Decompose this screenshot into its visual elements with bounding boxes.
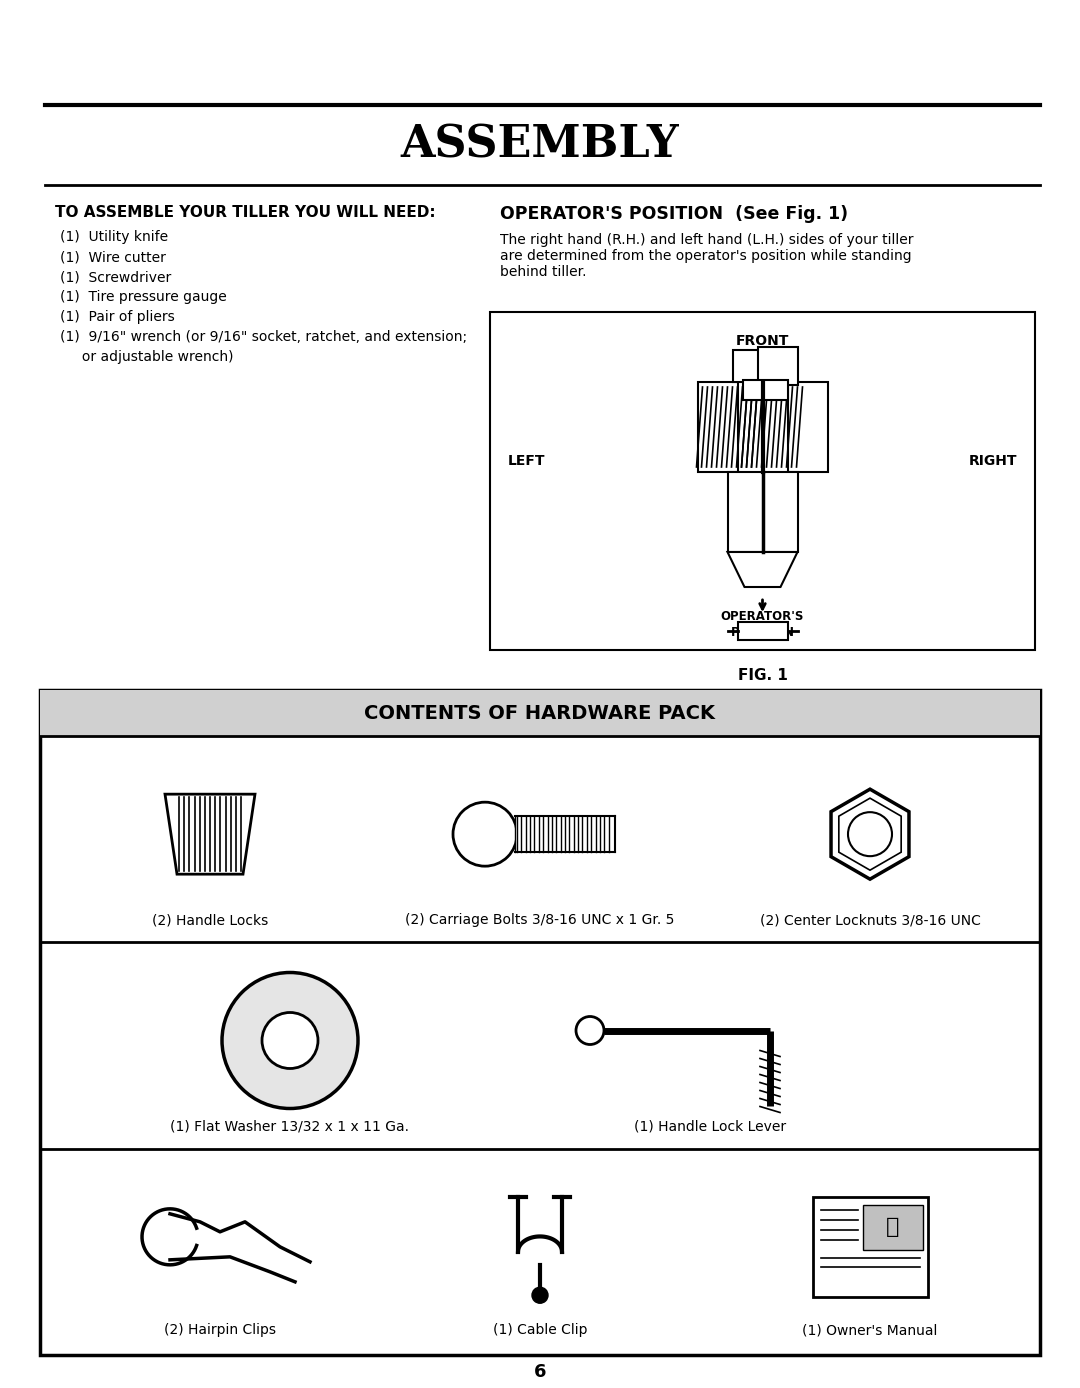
Bar (787, 382, 827, 472)
Text: (1)  Utility knife: (1) Utility knife (60, 230, 168, 244)
Text: (1) Owner's Manual: (1) Owner's Manual (802, 1323, 937, 1337)
Text: (2) Carriage Bolts 3/8-16 UNC x 1 Gr. 5: (2) Carriage Bolts 3/8-16 UNC x 1 Gr. 5 (405, 913, 675, 927)
Text: (1)  Tire pressure gauge: (1) Tire pressure gauge (60, 290, 227, 304)
Text: (2) Handle Locks: (2) Handle Locks (152, 913, 268, 927)
Text: OPERATOR'S
POSITION: OPERATOR'S POSITION (720, 609, 805, 638)
Text: ASSEMBLY: ASSEMBLY (401, 124, 679, 167)
Text: FRONT: FRONT (735, 335, 789, 348)
Text: TO ASSEMBLE YOUR TILLER YOU WILL NEED:: TO ASSEMBLE YOUR TILLER YOU WILL NEED: (55, 205, 435, 221)
Bar (863, 1205, 922, 1249)
Circle shape (453, 802, 517, 866)
Bar (40, 690, 1040, 1355)
Circle shape (848, 812, 892, 856)
Text: or adjustable wrench): or adjustable wrench) (60, 350, 233, 364)
Circle shape (262, 1012, 318, 1069)
Polygon shape (165, 794, 255, 874)
Bar (757, 347, 797, 384)
Text: (1) Cable Clip: (1) Cable Clip (492, 1323, 588, 1337)
Text: 6: 6 (534, 1363, 546, 1381)
Text: RIGHT: RIGHT (969, 454, 1017, 468)
Bar (515, 816, 615, 852)
Text: LEFT: LEFT (508, 454, 545, 468)
Text: (1)  Screwdriver: (1) Screwdriver (60, 271, 172, 285)
Text: OPERATOR'S POSITION  (See Fig. 1): OPERATOR'S POSITION (See Fig. 1) (500, 205, 848, 223)
Bar (728, 472, 797, 552)
Bar (738, 622, 787, 640)
Text: CONTENTS OF HARDWARE PACK: CONTENTS OF HARDWARE PACK (365, 704, 715, 723)
Text: The right hand (R.H.) and left hand (L.H.) sides of your tiller
are determined f: The right hand (R.H.) and left hand (L.H… (500, 233, 914, 279)
Bar (732, 350, 760, 382)
Text: (1)  9/16" wrench (or 9/16" socket, ratchet, and extension;: (1) 9/16" wrench (or 9/16" socket, ratch… (60, 330, 468, 344)
Text: 🔧: 🔧 (886, 1217, 900, 1237)
Bar (743, 380, 787, 400)
Circle shape (576, 1016, 604, 1045)
Text: FIG. 1: FIG. 1 (738, 668, 787, 683)
Polygon shape (831, 790, 909, 879)
Text: (1) Flat Washer 13/32 x 1 x 11 Ga.: (1) Flat Washer 13/32 x 1 x 11 Ga. (171, 1120, 409, 1134)
Bar (40, 690, 1040, 736)
Text: (2) Hairpin Clips: (2) Hairpin Clips (164, 1323, 276, 1337)
Bar (490, 312, 1035, 650)
Text: (1) Handle Lock Lever: (1) Handle Lock Lever (634, 1120, 786, 1134)
Circle shape (222, 973, 357, 1109)
Text: (1)  Pair of pliers: (1) Pair of pliers (60, 310, 175, 323)
Text: (1)  Wire cutter: (1) Wire cutter (60, 250, 166, 264)
Bar (812, 1196, 928, 1296)
Text: (2) Center Locknuts 3/8-16 UNC: (2) Center Locknuts 3/8-16 UNC (759, 913, 981, 927)
Bar (698, 382, 738, 472)
Circle shape (532, 1287, 548, 1303)
Polygon shape (728, 552, 797, 587)
